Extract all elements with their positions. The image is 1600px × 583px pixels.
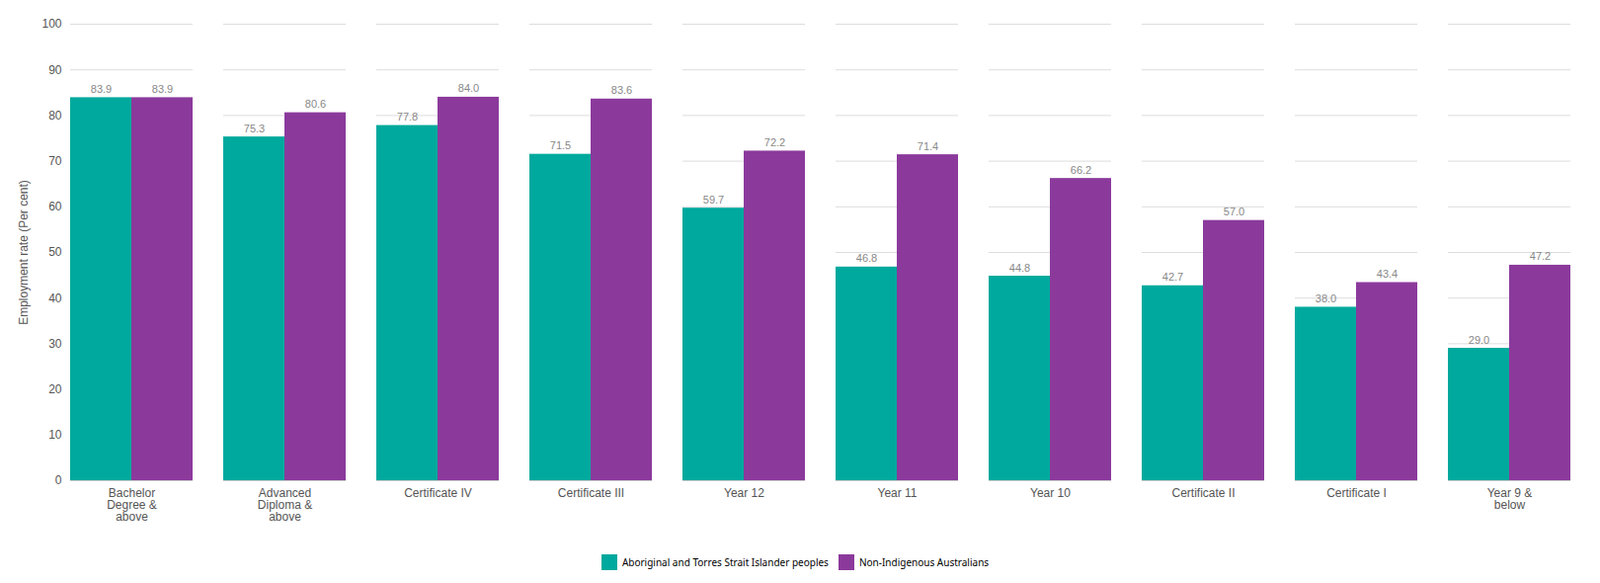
svg-text:90: 90	[48, 63, 63, 78]
svg-text:77.8: 77.8	[397, 110, 418, 123]
svg-text:44.8: 44.8	[1009, 261, 1031, 274]
svg-text:Year 12: Year 12	[723, 485, 765, 500]
svg-text:Year 10: Year 10	[1030, 485, 1071, 500]
svg-text:71.4: 71.4	[917, 140, 939, 153]
svg-text:60: 60	[48, 199, 63, 214]
svg-text:83.6: 83.6	[611, 83, 633, 96]
svg-text:30: 30	[48, 336, 63, 351]
svg-text:80: 80	[48, 108, 63, 123]
svg-text:Employment rate (Per cent): Employment rate (Per cent)	[16, 179, 31, 325]
svg-text:72.2: 72.2	[764, 136, 786, 149]
svg-text:Certificate III: Certificate III	[558, 485, 625, 500]
svg-text:70: 70	[48, 154, 63, 168]
svg-text:47.2: 47.2	[1529, 249, 1551, 262]
svg-text:50: 50	[48, 244, 63, 259]
svg-text:83.9: 83.9	[152, 82, 173, 95]
svg-text:Year 11: Year 11	[877, 485, 917, 500]
svg-text:66.2: 66.2	[1070, 163, 1092, 176]
svg-text:80.6: 80.6	[305, 97, 326, 110]
svg-text:100: 100	[41, 16, 62, 31]
svg-text:BachelorDegree &above: BachelorDegree &above	[106, 485, 158, 524]
svg-text:AdvancedDiploma &above: AdvancedDiploma &above	[257, 485, 313, 524]
svg-text:38.0: 38.0	[1315, 292, 1337, 305]
svg-text:0: 0	[55, 473, 63, 487]
svg-text:Certificate IV: Certificate IV	[403, 485, 473, 500]
html-text:Aboriginal and Torres Strait I: Aboriginal and Torres Strait Islander pe…	[622, 554, 829, 569]
svg-text:Certificate II: Certificate II	[1171, 485, 1235, 500]
svg-text:42.7: 42.7	[1162, 270, 1184, 283]
html-text:Non-Indigenous Australians: Non-Indigenous Australians	[859, 554, 989, 569]
svg-text:Certificate I: Certificate I	[1326, 485, 1387, 500]
svg-text:Year 9 &below: Year 9 &below	[1487, 485, 1533, 512]
svg-text:71.5: 71.5	[550, 139, 571, 152]
svg-text:40: 40	[48, 291, 63, 306]
svg-text:84.0: 84.0	[458, 81, 480, 94]
svg-text:29.0: 29.0	[1468, 333, 1490, 346]
svg-text:46.8: 46.8	[856, 251, 878, 264]
svg-text:75.3: 75.3	[243, 122, 265, 135]
svg-text:43.4: 43.4	[1376, 267, 1398, 280]
svg-text:83.9: 83.9	[90, 82, 112, 95]
svg-text:57.0: 57.0	[1223, 205, 1245, 218]
svg-text:59.7: 59.7	[703, 193, 724, 206]
svg-text:10: 10	[48, 427, 63, 442]
svg-text:20: 20	[48, 382, 63, 397]
